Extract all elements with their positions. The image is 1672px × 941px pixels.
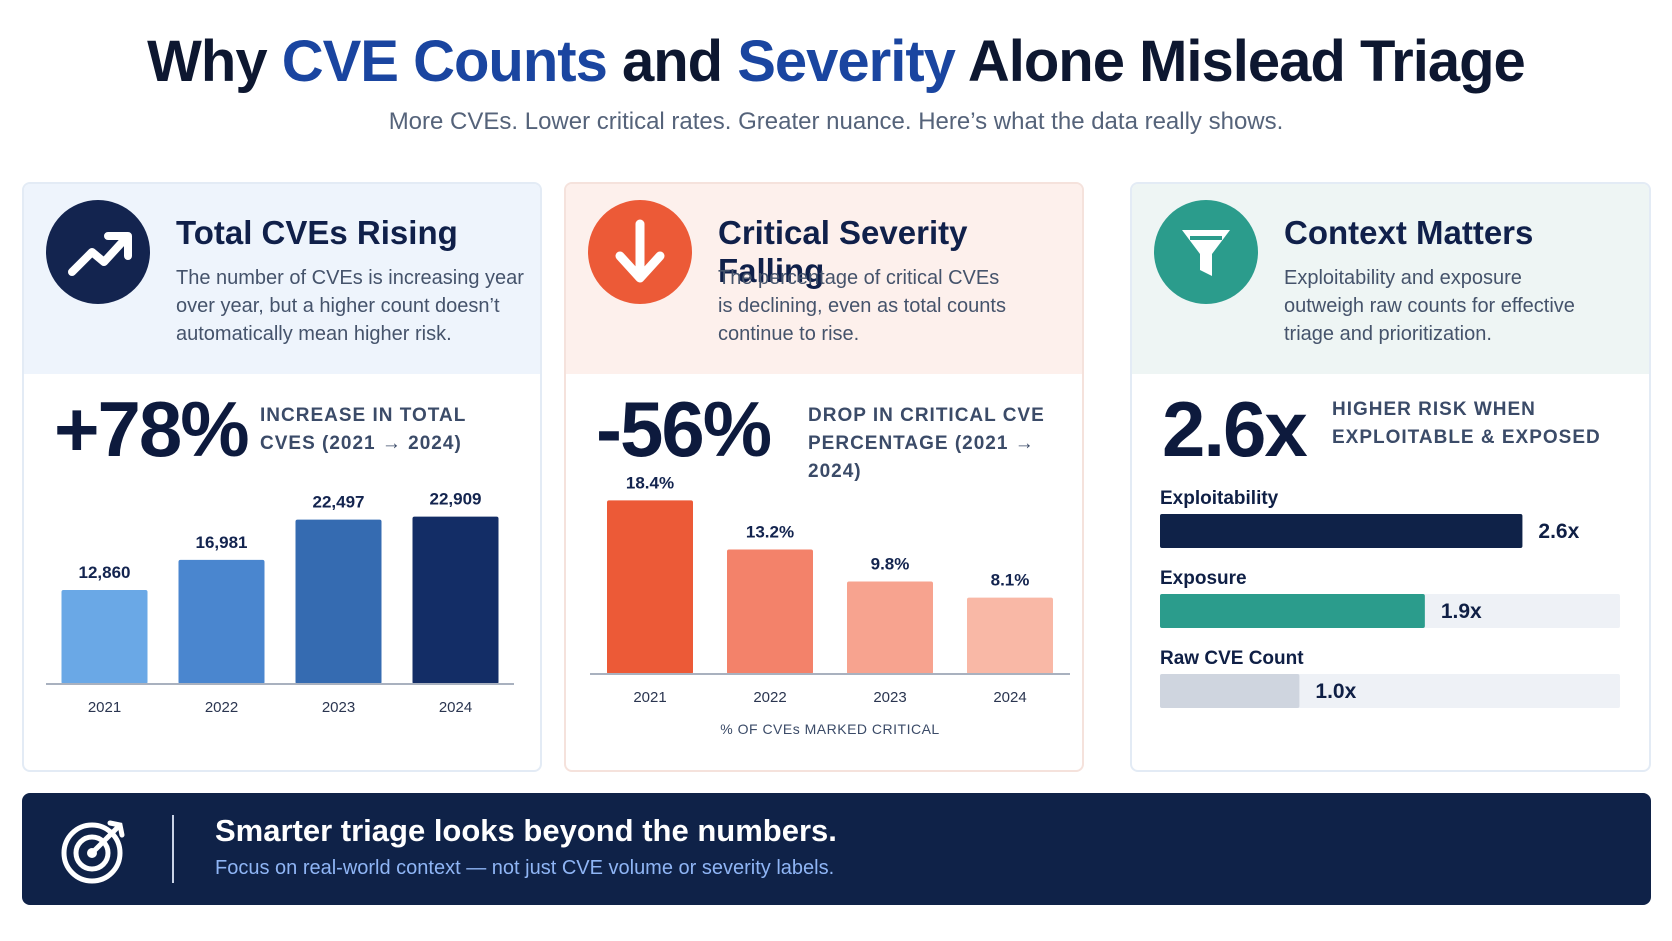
card-header: Critical Severity Falling The percentage… <box>566 184 1082 374</box>
bar-category-label: Raw CVE Count <box>1160 648 1304 669</box>
x-tick-label: 2023 <box>873 689 906 706</box>
trend-up-icon <box>46 200 150 304</box>
card-context-matters: Context Matters Exploitability and expos… <box>1130 182 1651 772</box>
card-description: The percentage of critical CVEs is decli… <box>718 267 1006 345</box>
data-label: 1.0x <box>1315 680 1356 703</box>
big-stat: -56% <box>596 385 772 473</box>
x-tick-label: 2024 <box>993 689 1026 706</box>
card-critical-severity: Critical Severity Falling The percentage… <box>564 182 1084 772</box>
data-label: 18.4% <box>626 473 674 492</box>
banner-subtext: Focus on real-world context — not just C… <box>215 857 835 879</box>
card-title: Context Matters <box>1284 214 1534 251</box>
card-header: Total CVEs Rising The number of CVEs is … <box>24 184 540 374</box>
data-label: 12,860 <box>79 563 131 582</box>
big-stat-label: Increase in total CVEs (2021 → 2024) <box>260 405 467 454</box>
card-total-cves: Total CVEs Rising The number of CVEs is … <box>22 182 542 772</box>
x-tick-label: 2024 <box>439 699 472 716</box>
bar <box>61 590 148 684</box>
bar <box>1160 594 1425 628</box>
bar <box>607 500 693 674</box>
bar <box>967 597 1053 674</box>
bar <box>727 549 813 674</box>
bar-category-label: Exposure <box>1160 568 1247 589</box>
x-tick-label: 2022 <box>753 689 786 706</box>
big-stat: 2.6x <box>1162 385 1308 473</box>
bar <box>847 581 933 674</box>
data-label: 22,497 <box>313 493 365 512</box>
bar <box>1160 514 1523 548</box>
critical-percentage-bar-chart: 18.4% 2021 13.2% 2022 9.8% 2023 8.1% 2024 % OF C… <box>590 473 1070 737</box>
bar <box>1160 674 1300 708</box>
data-label: 8.1% <box>991 571 1030 590</box>
page-subtitle: More CVEs. Lower critical rates. Greater… <box>388 108 1284 135</box>
x-tick-label: 2023 <box>322 699 355 716</box>
big-stat: +78% <box>54 385 250 473</box>
card-header: Context Matters Exploitability and expos… <box>1132 184 1649 374</box>
arrow-down-icon <box>588 200 692 304</box>
target-icon <box>61 820 125 884</box>
bar <box>178 559 265 684</box>
risk-factor-bar-chart: Exploitability 2.6x Exposure 1.9x Raw CVE Co… <box>1160 488 1620 708</box>
x-tick-label: 2021 <box>633 689 666 706</box>
x-tick-label: 2022 <box>205 699 238 716</box>
big-stat-label: Higher risk when exploitable & exposed <box>1332 399 1601 448</box>
page-title: Why CVE Counts and Severity Alone Mislea… <box>147 29 1526 94</box>
bar <box>295 519 382 684</box>
banner-divider <box>172 815 174 883</box>
card-title: Total CVEs Rising <box>176 214 458 251</box>
summary-banner: Smarter triage looks beyond the numbers.… <box>22 793 1651 905</box>
card-title: Critical Severity Falling <box>718 214 968 289</box>
big-stat-label: Drop in critical CVE percentage (2021 → 2… <box>808 405 1045 482</box>
x-tick-label: 2021 <box>88 699 121 716</box>
data-label: 1.9x <box>1441 600 1482 623</box>
data-label: 13.2% <box>746 522 794 541</box>
bar <box>412 516 499 684</box>
total-cves-bar-chart: 12,860 2021 16,981 2022 22,497 2023 22,909 2024 <box>46 490 514 716</box>
data-label: 22,909 <box>430 490 482 509</box>
card-description: The number of CVEs is increasing year ov… <box>176 267 524 345</box>
banner-heading: Smarter triage looks beyond the numbers. <box>215 813 837 848</box>
card-description: Exploitability and exposure outweigh raw… <box>1284 267 1575 345</box>
x-axis-label: % OF CVEs MARKED CRITICAL <box>720 721 939 737</box>
data-label: 9.8% <box>871 555 910 574</box>
funnel-icon <box>1154 200 1258 304</box>
data-label: 2.6x <box>1538 520 1579 543</box>
bar-category-label: Exploitability <box>1160 488 1279 509</box>
data-label: 16,981 <box>196 533 248 552</box>
